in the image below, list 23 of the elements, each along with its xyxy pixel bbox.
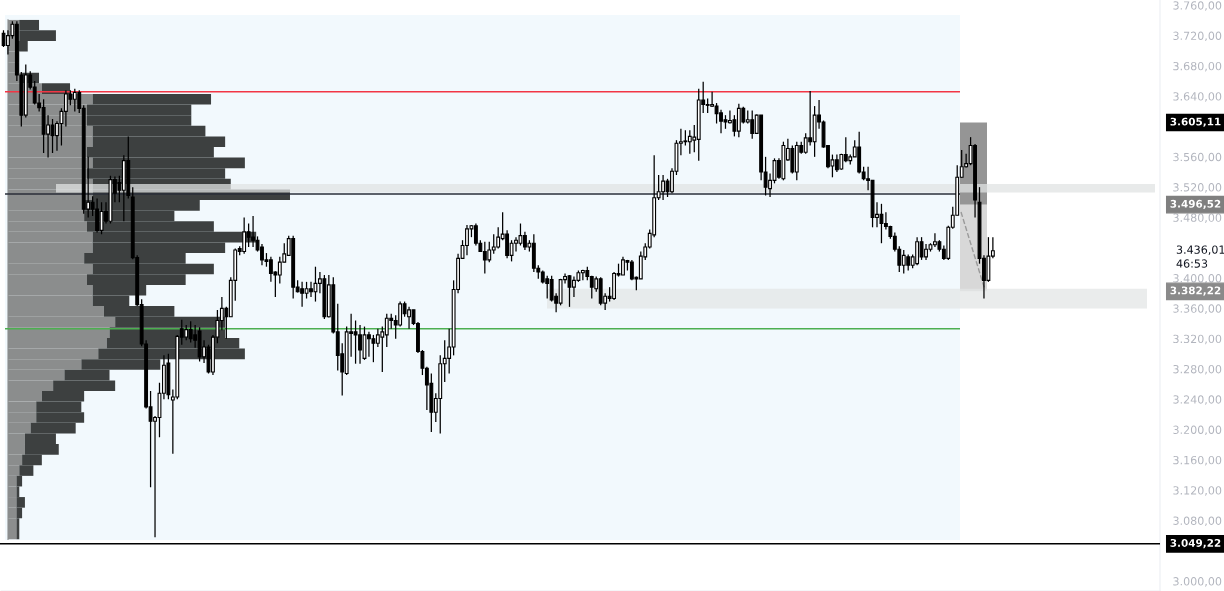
- y-tick-label: 3.360,00: [1173, 304, 1222, 314]
- y-tick-label: 3.560,00: [1173, 152, 1222, 163]
- text: 3.496,52: [1170, 199, 1221, 210]
- y-tick-label: 3.000,00: [1173, 577, 1222, 587]
- y-tick-label: 3.200,00: [1173, 425, 1222, 436]
- y-tick-label: 3.720,00: [1173, 31, 1222, 42]
- y-tick-label: 3.760,00: [1173, 1, 1222, 11]
- y-tick-label: 3.280,00: [1173, 364, 1222, 375]
- y-tick-label: 3.320,00: [1173, 334, 1222, 345]
- text: 3.382,22: [1170, 286, 1221, 296]
- y-tick-label: 3.480,00: [1173, 213, 1222, 223]
- y-tick-label: 3.640,00: [1173, 92, 1222, 102]
- text: 3.436,01: [1176, 245, 1224, 255]
- y-tick-label: 3.120,00: [1173, 486, 1222, 496]
- y-tick-label: 3.680,00: [1173, 61, 1222, 72]
- y-tick-label: 3.080,00: [1173, 516, 1222, 527]
- y-tick-label: 3.520,00: [1173, 183, 1222, 193]
- ref-line-label: 3.049,22: [1170, 539, 1221, 549]
- y-tick-label: 3.160,00: [1173, 455, 1222, 466]
- text: 3.605,11: [1170, 117, 1221, 127]
- y-tick-label: 3.400,00: [1173, 274, 1222, 284]
- text: 46:53: [1176, 259, 1208, 268]
- y-tick-label: 3.240,00: [1173, 395, 1222, 405]
